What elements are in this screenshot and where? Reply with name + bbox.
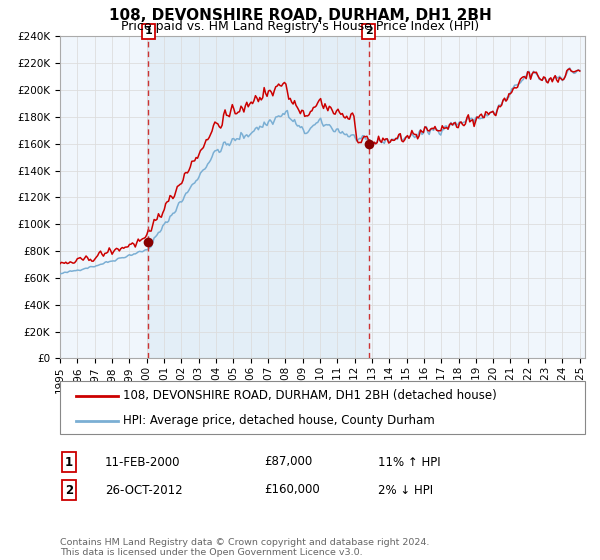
Text: 108, DEVONSHIRE ROAD, DURHAM, DH1 2BH (detached house): 108, DEVONSHIRE ROAD, DURHAM, DH1 2BH (d… <box>123 389 497 402</box>
Line: 108, DEVONSHIRE ROAD, DURHAM, DH1 2BH (detached house): 108, DEVONSHIRE ROAD, DURHAM, DH1 2BH (d… <box>60 69 580 264</box>
HPI: Average price, detached house, County Durham: (2.02e+03, 2.07e+05): Average price, detached house, County Du… <box>548 77 556 84</box>
108, DEVONSHIRE ROAD, DURHAM, DH1 2BH (detached house) <box>211 119 218 125</box>
Text: 1: 1 <box>65 455 73 469</box>
108, DEVONSHIRE ROAD, DURHAM, DH1 2BH (detached house) <box>284 88 291 95</box>
Text: 11-FEB-2000: 11-FEB-2000 <box>105 455 181 469</box>
108, DEVONSHIRE ROAD, DURHAM, DH1 2BH (detached house) <box>547 74 554 81</box>
Text: 108, DEVONSHIRE ROAD, DURHAM, DH1 2BH: 108, DEVONSHIRE ROAD, DURHAM, DH1 2BH <box>109 8 491 24</box>
108, DEVONSHIRE ROAD, DURHAM, DH1 2BH (detached house) <box>238 103 245 110</box>
108, DEVONSHIRE ROAD, DURHAM, DH1 2BH (detached house) <box>576 68 583 74</box>
Text: £87,000: £87,000 <box>264 455 312 469</box>
Text: 11% ↑ HPI: 11% ↑ HPI <box>378 455 440 469</box>
108, DEVONSHIRE ROAD, DURHAM, DH1 2BH (detached house) <box>120 245 127 251</box>
Text: Contains HM Land Registry data © Crown copyright and database right 2024.
This d: Contains HM Land Registry data © Crown c… <box>60 538 430 557</box>
Bar <box>148 36 369 358</box>
Text: 2: 2 <box>65 483 73 497</box>
Line: HPI: Average price, detached house, County Durham: HPI: Average price, detached house, Coun… <box>60 68 580 274</box>
Text: 2% ↓ HPI: 2% ↓ HPI <box>378 483 433 497</box>
HPI: Average price, detached house, County Durham: (2.01e+03, 1.67e+05): Average price, detached house, County Du… <box>239 131 246 138</box>
108, DEVONSHIRE ROAD, DURHAM, DH1 2BH (detached house) <box>566 66 573 72</box>
HPI: Average price, detached house, County Durham: (2e+03, 6.32e+04): Average price, detached house, County Du… <box>56 270 64 277</box>
Text: HPI: Average price, detached house, County Durham: HPI: Average price, detached house, Coun… <box>123 414 435 427</box>
108, DEVONSHIRE ROAD, DURHAM, DH1 2BH (detached house) <box>56 260 64 267</box>
Text: 2: 2 <box>365 26 373 36</box>
Text: £160,000: £160,000 <box>264 483 320 497</box>
HPI: Average price, detached house, County Durham: (2.02e+03, 2.16e+05): Average price, detached house, County Du… <box>566 64 573 71</box>
HPI: Average price, detached house, County Durham: (2e+03, 6.32e+04): Average price, detached house, County Du… <box>58 270 65 277</box>
HPI: Average price, detached house, County Durham: (2.01e+03, 1.8e+05): Average price, detached house, County Du… <box>285 114 292 121</box>
HPI: Average price, detached house, County Durham: (2e+03, 1.55e+05): Average price, detached house, County Du… <box>213 147 220 154</box>
FancyBboxPatch shape <box>60 381 585 434</box>
HPI: Average price, detached house, County Durham: (2.01e+03, 1.64e+05): Average price, detached house, County Du… <box>230 135 238 142</box>
Text: 26-OCT-2012: 26-OCT-2012 <box>105 483 182 497</box>
HPI: Average price, detached house, County Durham: (2e+03, 7.52e+04): Average price, detached house, County Du… <box>122 254 129 261</box>
Text: Price paid vs. HM Land Registry's House Price Index (HPI): Price paid vs. HM Land Registry's House … <box>121 20 479 32</box>
108, DEVONSHIRE ROAD, DURHAM, DH1 2BH (detached house) <box>229 101 236 108</box>
HPI: Average price, detached house, County Durham: (2.02e+03, 2.15e+05): Average price, detached house, County Du… <box>576 67 583 74</box>
Text: 1: 1 <box>145 26 152 36</box>
